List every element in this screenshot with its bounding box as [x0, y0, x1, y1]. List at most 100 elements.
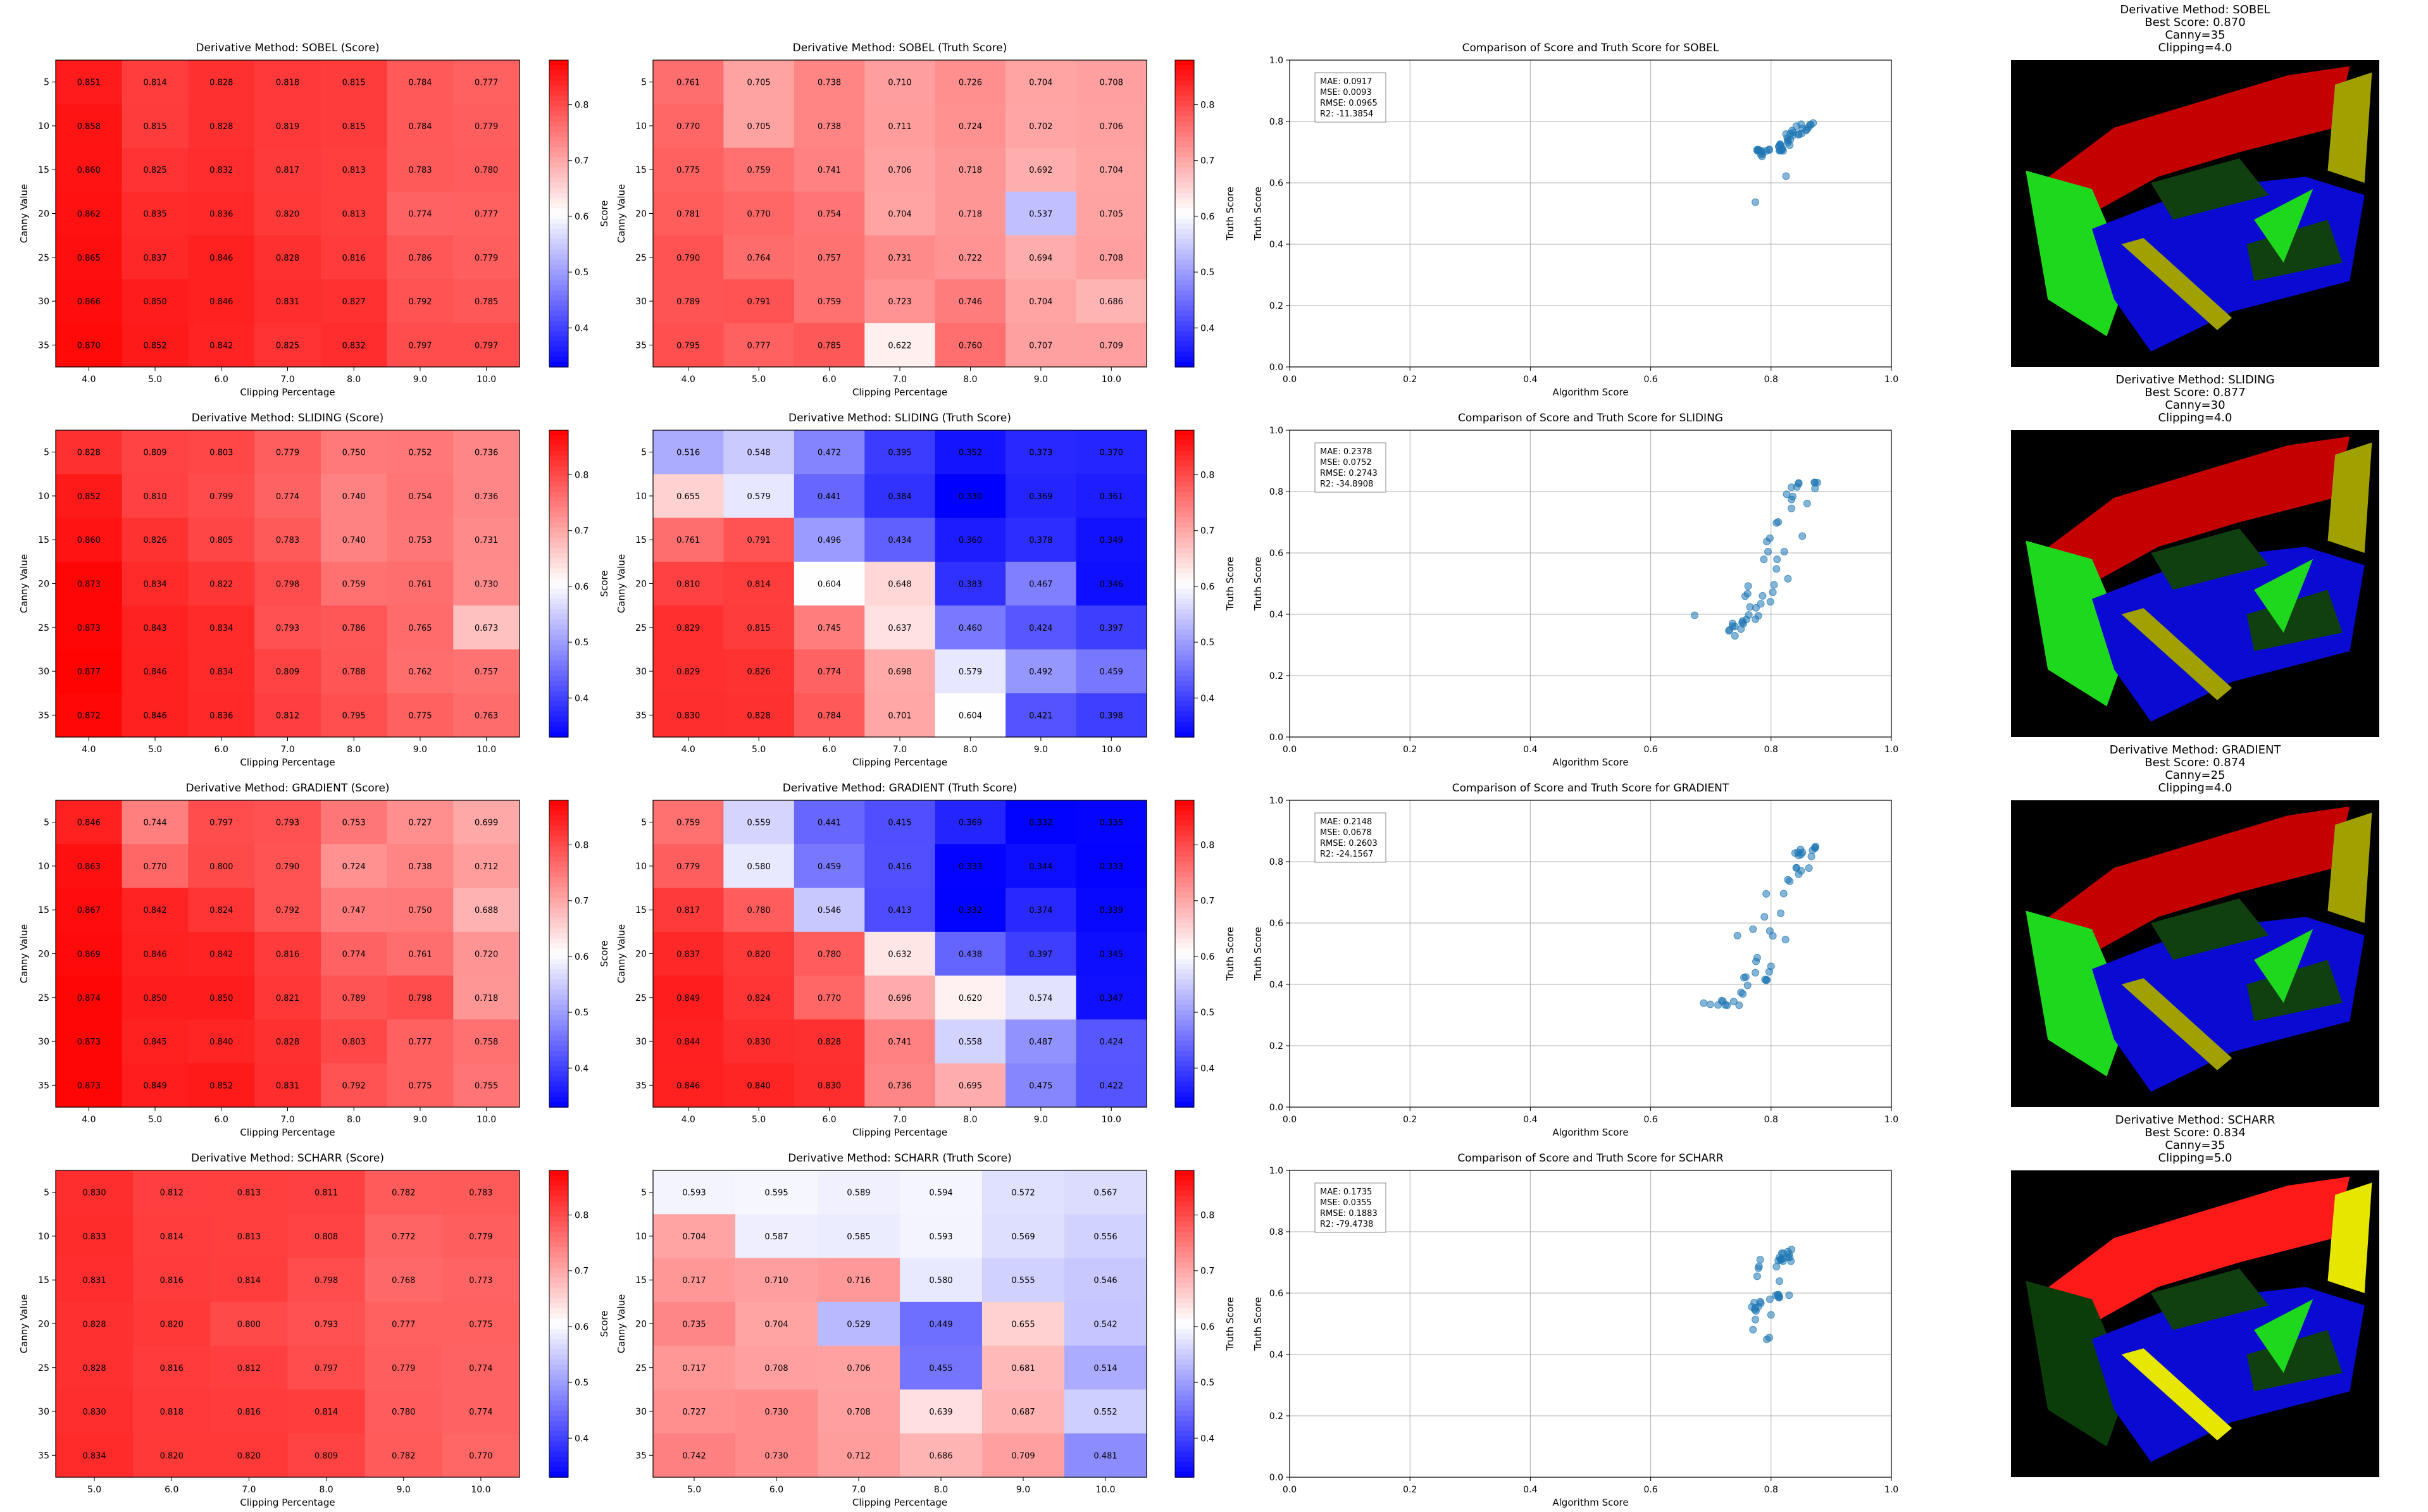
- heatmap-title: Derivative Method: SCHARR (Score): [191, 1152, 384, 1165]
- heatmap-cell: [1005, 517, 1077, 562]
- heatmap-0-truth: Derivative Method: SOBEL (Truth Score)0.…: [616, 42, 1236, 398]
- y-tick-label: 35: [635, 1451, 647, 1461]
- cell-value-label: 0.704: [682, 1232, 706, 1242]
- colorbar-segment: [1175, 711, 1194, 717]
- cell-value-label: 0.826: [747, 667, 771, 677]
- scatter-point: [1809, 119, 1817, 127]
- colorbar-segment: [1175, 361, 1194, 368]
- cell-value-label: 0.818: [276, 78, 299, 88]
- colorbar-segment: [549, 1201, 568, 1207]
- colorbar-segment: [549, 137, 568, 143]
- colorbar-segment: [549, 1252, 568, 1258]
- heatmap-cell: [982, 1170, 1065, 1215]
- y-tick-label: 10: [635, 492, 647, 502]
- cell-value-label: 0.774: [276, 492, 299, 502]
- heatmap-cell: [794, 649, 865, 694]
- x-tick-label: 4.0: [82, 1115, 96, 1125]
- colorbar-segment: [1175, 1466, 1194, 1473]
- colorbar-segment: [549, 821, 568, 827]
- green-region: [2254, 1299, 2313, 1373]
- heatmap-cell: [453, 844, 520, 889]
- colorbar-segment: [1175, 1349, 1194, 1355]
- heatmap-cell: [864, 888, 936, 933]
- cell-value-label: 0.779: [469, 1232, 492, 1242]
- red-region: [2040, 66, 2350, 229]
- cell-value-label: 0.873: [77, 624, 101, 633]
- colorbar-segment: [1175, 1451, 1194, 1458]
- colorbar-segment: [1175, 1303, 1194, 1310]
- x-tick-label: 10.0: [1102, 1115, 1121, 1125]
- cell-value-label: 0.755: [475, 1081, 498, 1091]
- cell-value-label: 0.870: [77, 341, 101, 350]
- x-tick-label: 9.0: [1034, 375, 1048, 385]
- cell-value-label: 0.790: [276, 862, 299, 872]
- heatmap-cell: [982, 1301, 1065, 1346]
- scatter-point: [1795, 130, 1803, 138]
- heatmap-cell: [56, 561, 123, 606]
- colorbar-segment: [549, 311, 568, 316]
- cell-value-label: 0.775: [408, 711, 432, 721]
- heatmap-cell: [653, 1301, 736, 1346]
- x-tick-label: 8.0: [963, 375, 977, 385]
- heatmap-cell: [133, 1301, 211, 1346]
- cell-value-label: 0.789: [676, 297, 700, 307]
- scatter-point: [1772, 1263, 1781, 1271]
- heatmap-cell: [864, 235, 936, 280]
- colorbar-segment: [1175, 1076, 1194, 1082]
- heatmap-cell: [387, 474, 454, 519]
- colorbar-segment: [549, 1180, 568, 1187]
- colorbar-segment: [549, 979, 568, 985]
- colorbar-tick-label: 0.6: [575, 212, 588, 222]
- cell-value-label: 0.339: [1100, 906, 1123, 915]
- y-tick-label: 0.4: [1269, 610, 1283, 620]
- heatmap-cell: [864, 561, 936, 606]
- segmentation-title-line: Canny=35: [2165, 1139, 2225, 1152]
- segmentation-title-line: Best Score: 0.874: [2145, 756, 2245, 769]
- y-tick-label: 30: [38, 1407, 49, 1417]
- cell-value-label: 0.718: [959, 210, 982, 220]
- cell-value-label: 0.514: [1093, 1364, 1117, 1373]
- colorbar-segment: [549, 598, 568, 605]
- colorbar-segment: [549, 476, 568, 482]
- colorbar-segment: [549, 1232, 568, 1237]
- colorbar-segment: [549, 147, 568, 153]
- cell-value-label: 0.753: [408, 536, 432, 545]
- cell-value-label: 0.797: [209, 819, 233, 828]
- cell-value-label: 0.722: [959, 254, 982, 263]
- y-tick-label: 0.6: [1269, 548, 1283, 559]
- heatmap-cell: [1005, 323, 1077, 368]
- heatmap-cell: [1005, 147, 1077, 192]
- heatmap-cell: [900, 1346, 983, 1391]
- cell-value-label: 0.556: [1093, 1232, 1117, 1242]
- cell-value-label: 0.692: [1029, 166, 1052, 175]
- scatter-point: [1752, 1304, 1760, 1312]
- heatmap-cell: [1076, 976, 1147, 1020]
- colorbar-segment: [549, 938, 568, 945]
- heatmap-cell: [864, 649, 936, 694]
- cell-value-label: 0.648: [888, 580, 911, 590]
- colorbar-segment: [549, 532, 568, 538]
- scatter-point: [1780, 548, 1788, 556]
- heatmap-cell: [864, 104, 936, 149]
- yellow-region: [2121, 1348, 2232, 1441]
- colorbar-segment: [549, 356, 568, 363]
- colorbar-segment: [1175, 527, 1194, 533]
- cell-value-label: 0.812: [276, 711, 299, 721]
- heatmap-cell: [1076, 800, 1147, 845]
- y-tick-label: 30: [38, 1037, 49, 1047]
- heatmap-cell: [864, 605, 936, 650]
- heatmap-cell: [723, 279, 795, 324]
- colorbar-segment: [1175, 593, 1194, 600]
- cell-value-label: 0.811: [314, 1189, 338, 1198]
- segmentation-title-line: Best Score: 0.834: [2145, 1126, 2245, 1139]
- colorbar-segment: [549, 157, 568, 163]
- colorbar-segment: [1175, 1405, 1194, 1411]
- x-tick-label: 5.0: [87, 1485, 101, 1495]
- cell-value-label: 0.702: [1029, 122, 1052, 132]
- colorbar-tick-label: 0.7: [575, 526, 588, 536]
- heatmap-cell: [653, 800, 725, 845]
- heatmap-cell: [723, 191, 795, 236]
- cell-value-label: 0.687: [1011, 1408, 1035, 1417]
- x-tick-label: 9.0: [1034, 1115, 1048, 1125]
- colorbar-segment: [1175, 450, 1194, 457]
